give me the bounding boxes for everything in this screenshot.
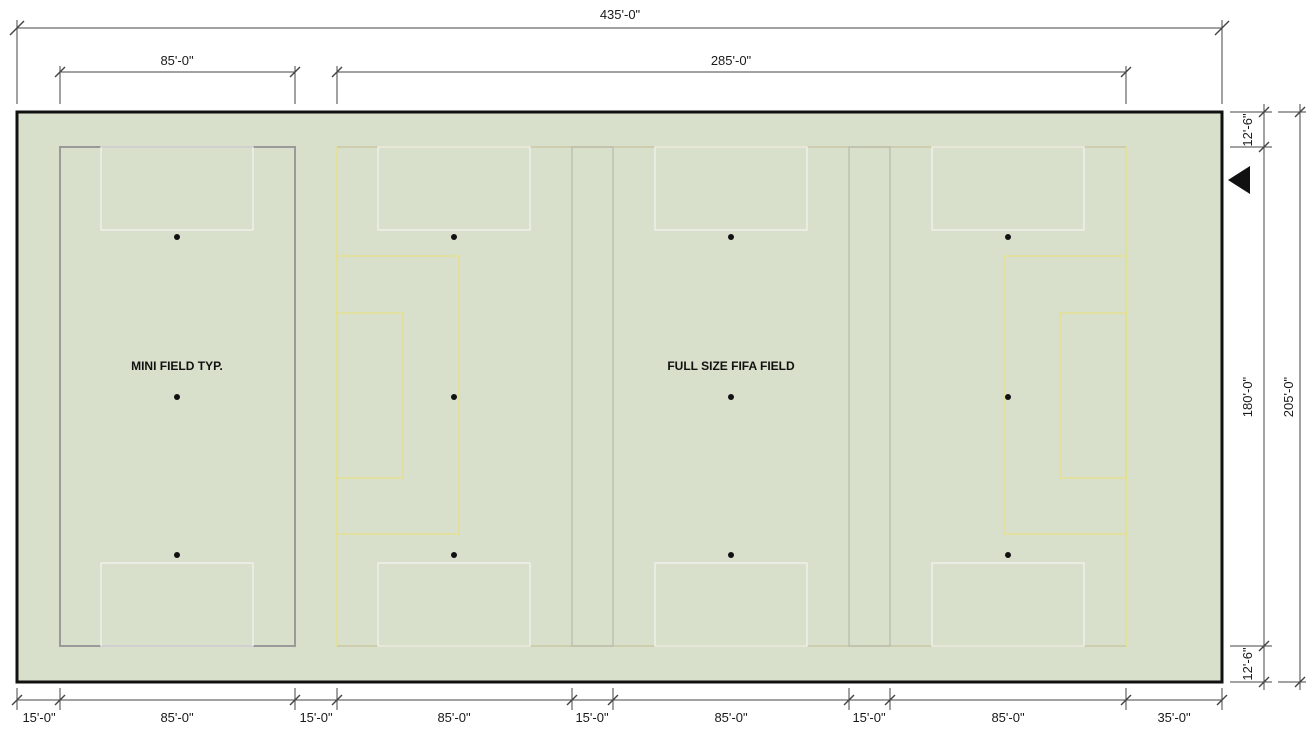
mini-field-goal-box-bottom (100, 562, 254, 647)
fifa-field-label: FULL SIZE FIFA FIELD (667, 359, 795, 373)
dim-right-top-margin: 12'-6" (1240, 113, 1255, 147)
gutter-strip-1 (571, 146, 614, 647)
mini-field-center-spot (174, 394, 180, 400)
dim-bottom-4: 85'-0" (437, 710, 471, 725)
spot (728, 552, 734, 558)
overlay-goal-box-1-top (377, 146, 531, 231)
dim-overall-depth: 205'-0" (1281, 376, 1296, 417)
dim-bottom-1: 15'-0" (22, 710, 56, 725)
section-arrow-icon (1228, 166, 1250, 194)
spot (451, 394, 457, 400)
spot (728, 394, 734, 400)
mini-field-penalty-spot-top (174, 234, 180, 240)
turf-boundary (15, 110, 1224, 684)
overlay-goal-box-1-bottom (377, 562, 531, 647)
overlay-goal-box-3-top (931, 146, 1085, 231)
dim-bottom-9: 35'-0" (1157, 710, 1191, 725)
dim-bottom-8: 85'-0" (991, 710, 1025, 725)
mini-field-label: MINI FIELD TYP. (131, 359, 223, 373)
overlay-goal-box-2-top (654, 146, 808, 231)
overlay-spots (451, 234, 1011, 558)
spot (451, 234, 457, 240)
spot (1005, 552, 1011, 558)
mini-field-penalty-spot-bottom (174, 552, 180, 558)
mini-field-goal-box-top (100, 146, 254, 231)
dim-bottom-3: 15'-0" (299, 710, 333, 725)
dim-bottom-7: 15'-0" (852, 710, 886, 725)
dim-bottom-5: 15'-0" (575, 710, 609, 725)
fifa-goal-area-left (336, 312, 404, 479)
dim-full-width-top: 285'-0" (711, 53, 752, 68)
fifa-goal-area-right (1059, 312, 1127, 479)
overlay-goal-box-2-bottom (654, 562, 808, 647)
overlay-goal-box-3-bottom (931, 562, 1085, 647)
dim-right-field-length: 180'-0" (1240, 376, 1255, 417)
spot (728, 234, 734, 240)
spot (1005, 234, 1011, 240)
spot (451, 552, 457, 558)
gutter-strip-2 (848, 146, 891, 647)
dim-mini-width-top: 85'-0" (160, 53, 194, 68)
dim-right-bottom-margin: 12'-6" (1240, 647, 1255, 681)
spot (1005, 394, 1011, 400)
dim-overall-width: 435'-0" (600, 7, 641, 22)
dim-bottom-2: 85'-0" (160, 710, 194, 725)
dim-bottom-6: 85'-0" (714, 710, 748, 725)
dimension-lines (9, 20, 1306, 710)
